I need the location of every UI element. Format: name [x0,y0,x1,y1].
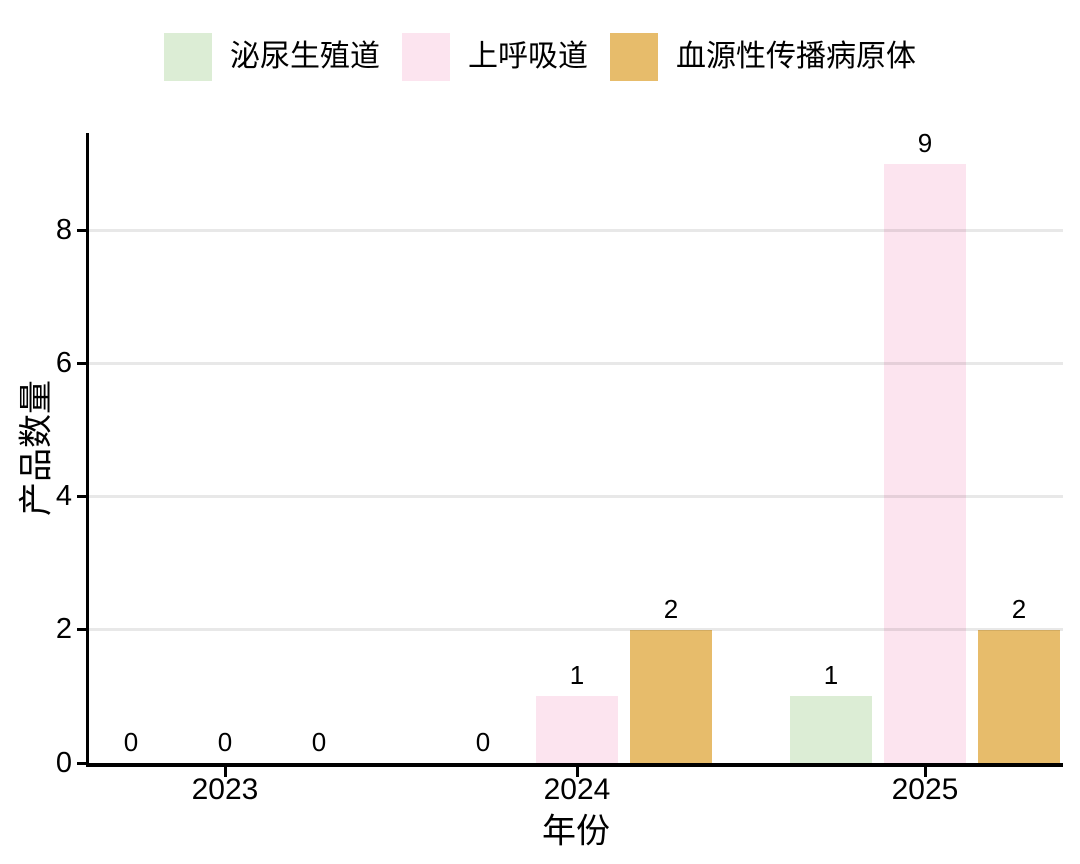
y-tick-label-2: 2 [55,613,72,646]
x-tick-2023 [223,767,227,777]
legend-swatch-upper-respiratory-tract [402,33,450,81]
bar-value-label-2024-series-2: 2 [663,593,679,624]
legend-item-urogenital-tract: 泌尿生殖道 [164,33,380,81]
x-axis-line [86,763,1063,767]
legend-swatch-urogenital-tract [164,33,212,81]
y-tick-label-8: 8 [55,214,72,247]
legend-item-bloodborne-pathogens: 血源性传播病原体 [610,33,916,81]
bar-2024-series-2 [630,629,712,763]
bar-value-label-2025-series-1: 9 [917,128,933,159]
x-tick-2025 [923,767,927,777]
gridline-y-8 [89,229,1063,233]
legend-item-upper-respiratory-tract: 上呼吸道 [402,33,588,81]
y-tick-label-6: 6 [55,347,72,380]
x-tick-2024 [575,767,579,777]
y-tick-8 [77,229,86,233]
legend: 泌尿生殖道 上呼吸道 血源性传播病原体 [0,33,1080,81]
legend-swatch-bloodborne-pathogens [610,33,658,81]
gridline-y-4 [89,495,1063,499]
gridline-y-6 [89,362,1063,366]
bar-2025-series-1 [884,164,966,763]
y-tick-label-4: 4 [55,480,72,513]
legend-label-bloodborne-pathogens: 血源性传播病原体 [676,40,916,73]
gridline-y-2 [89,628,1063,632]
bar-value-label-2023-series-1: 0 [217,727,233,757]
y-tick-0 [77,761,86,765]
x-tick-label-2023: 2023 [191,773,259,806]
x-tick-label-2024: 2024 [543,773,611,806]
bar-value-label-2025-series-0: 1 [823,660,839,691]
legend-label-urogenital-tract: 泌尿生殖道 [230,40,380,73]
bar-2024-series-1 [536,696,618,763]
legend-label-upper-respiratory-tract: 上呼吸道 [468,40,588,73]
bar-value-label-2024-series-1: 1 [569,660,585,691]
y-tick-label-0: 0 [55,746,72,779]
x-tick-label-2025: 2025 [891,773,959,806]
y-tick-2 [77,628,86,632]
x-axis-title: 年份 [542,812,610,851]
bar-2025-series-2 [978,629,1060,763]
bar-value-label-2024-series-0: 0 [475,727,491,757]
y-tick-6 [77,362,86,366]
bar-value-label-2023-series-2: 0 [311,727,327,757]
y-axis-line [86,133,89,767]
bar-2025-series-0 [790,696,872,763]
y-tick-4 [77,495,86,499]
bar-value-label-2023-series-0: 0 [123,727,139,757]
bar-value-label-2025-series-2: 2 [1011,593,1027,624]
